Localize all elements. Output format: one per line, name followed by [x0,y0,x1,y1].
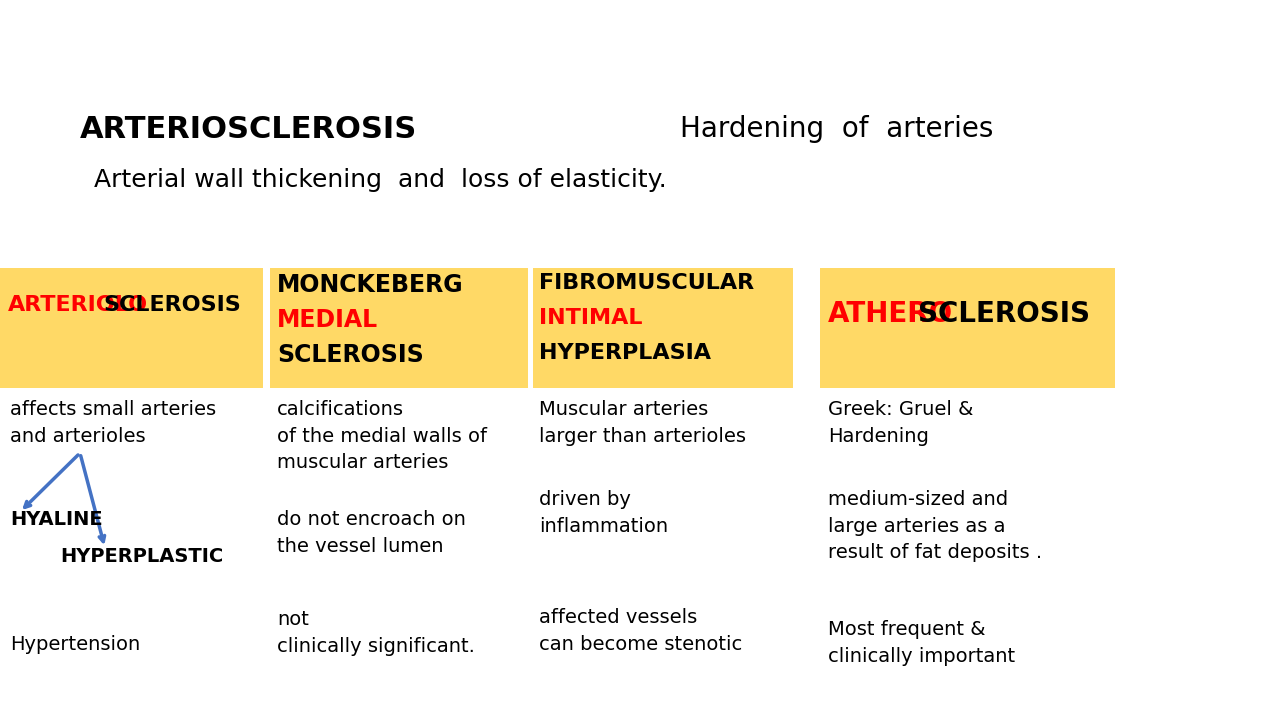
Text: Muscular arteries
larger than arterioles: Muscular arteries larger than arterioles [539,400,746,446]
Text: HYPERPLASTIC: HYPERPLASTIC [60,547,223,566]
Text: MONCKEBERG: MONCKEBERG [276,273,463,297]
Text: medium-sized and
large arteries as a
result of fat deposits .: medium-sized and large arteries as a res… [828,490,1042,562]
Text: ARTERIOLO: ARTERIOLO [8,295,148,315]
Text: Arterial wall thickening  and  loss of elasticity.: Arterial wall thickening and loss of ela… [93,168,667,192]
Text: HYALINE: HYALINE [10,510,102,529]
Text: do not encroach on
the vessel lumen: do not encroach on the vessel lumen [276,510,466,556]
Text: SCLEROSIS: SCLEROSIS [276,343,424,367]
Text: affected vessels
can become stenotic: affected vessels can become stenotic [539,608,742,654]
Text: Most frequent &
clinically important: Most frequent & clinically important [828,620,1015,665]
Text: driven by
inflammation: driven by inflammation [539,490,668,536]
Text: Greek: Gruel &
Hardening: Greek: Gruel & Hardening [828,400,973,446]
Text: Hypertension: Hypertension [10,635,141,654]
Text: Hardening  of  arteries: Hardening of arteries [680,115,993,143]
Text: HYPERPLASIA: HYPERPLASIA [539,343,710,363]
Text: SCLEROSIS: SCLEROSIS [918,300,1091,328]
Text: calcifications
of the medial walls of
muscular arteries: calcifications of the medial walls of mu… [276,400,486,472]
Text: SCLEROSIS: SCLEROSIS [102,295,241,315]
Text: INTIMAL: INTIMAL [539,308,643,328]
Text: FIBROMUSCULAR: FIBROMUSCULAR [539,273,754,293]
Text: MEDIAL: MEDIAL [276,308,378,332]
Text: ATHERO: ATHERO [828,300,954,328]
Text: not
clinically significant.: not clinically significant. [276,610,475,655]
Text: ARTERIOSCLEROSIS: ARTERIOSCLEROSIS [79,115,417,144]
Text: affects small arteries
and arterioles: affects small arteries and arterioles [10,400,216,446]
